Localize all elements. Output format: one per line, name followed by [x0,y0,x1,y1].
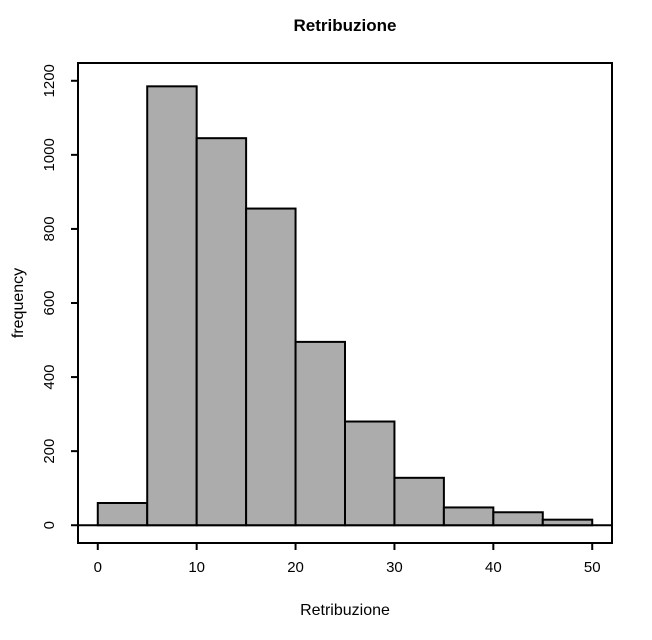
y-tick-label: 1200 [41,64,58,97]
y-tick-label: 600 [41,290,58,315]
y-tick-label: 0 [41,521,58,529]
x-tick-label: 10 [188,559,205,576]
histogram-bar [442,506,495,527]
histogram-bar [492,511,544,527]
histogram-bar [96,502,149,527]
plot-area: 0 10 20 30 40 50 0 200 400 600 800 1000 1200 [41,62,613,576]
y-tick-label: 200 [41,439,58,464]
histogram-bar [146,85,198,527]
x-tick-label: 40 [485,559,502,576]
histogram-bar [245,207,297,527]
chart-title: Retribuzione [294,16,397,35]
x-tick-label: 0 [94,559,102,576]
y-axis-title: frequency [10,268,27,338]
histogram-bar [344,420,396,527]
histogram-bar [393,476,445,527]
x-axis-title: Retribuzione [300,602,390,619]
histogram-bar [294,340,346,527]
x-tick-label: 30 [386,559,403,576]
histogram-bar [541,518,594,527]
x-tick-label: 20 [287,559,304,576]
histogram-bar [195,137,248,527]
y-tick-label: 800 [41,216,58,241]
x-tick-label: 50 [584,559,601,576]
y-tick-label: 400 [41,365,58,390]
y-tick-label: 1000 [41,138,58,171]
